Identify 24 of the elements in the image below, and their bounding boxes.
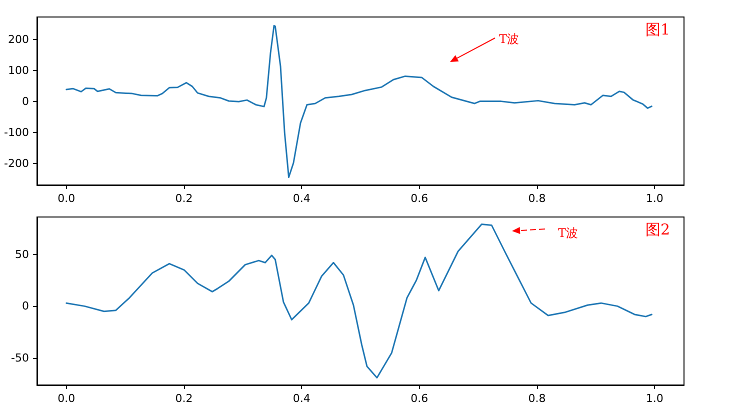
- y-tick-label: 0: [22, 300, 29, 313]
- y-tick-label: 50: [15, 248, 29, 261]
- x-tick-label: 0.0: [58, 192, 76, 205]
- annotation: 图2: [645, 220, 670, 238]
- x-tick-label: 0.6: [410, 392, 428, 405]
- x-tick-label: 0.8: [528, 192, 546, 205]
- x-tick-label: 0.0: [58, 392, 76, 405]
- annotation: T波: [499, 32, 520, 46]
- x-tick-label: 0.4: [292, 192, 310, 205]
- y-tick-label: 100: [8, 64, 29, 77]
- y-tick-label: 0: [22, 94, 29, 108]
- y-tick-label: -50: [11, 352, 29, 365]
- y-tick-label: -200: [4, 156, 29, 170]
- annotation: 图1: [645, 20, 670, 38]
- x-tick-label: 0.2: [175, 192, 193, 205]
- x-tick-label: 0.2: [175, 392, 193, 405]
- x-tick-label: 0.8: [528, 392, 546, 405]
- annotation: T波: [558, 226, 578, 240]
- x-tick-label: 0.4: [292, 392, 310, 405]
- x-tick-label: 1.0: [646, 392, 664, 405]
- x-tick-label: 1.0: [646, 192, 664, 205]
- y-tick-label: -100: [4, 126, 29, 139]
- y-tick-label: 200: [8, 32, 29, 46]
- x-tick-label: 0.6: [410, 192, 428, 205]
